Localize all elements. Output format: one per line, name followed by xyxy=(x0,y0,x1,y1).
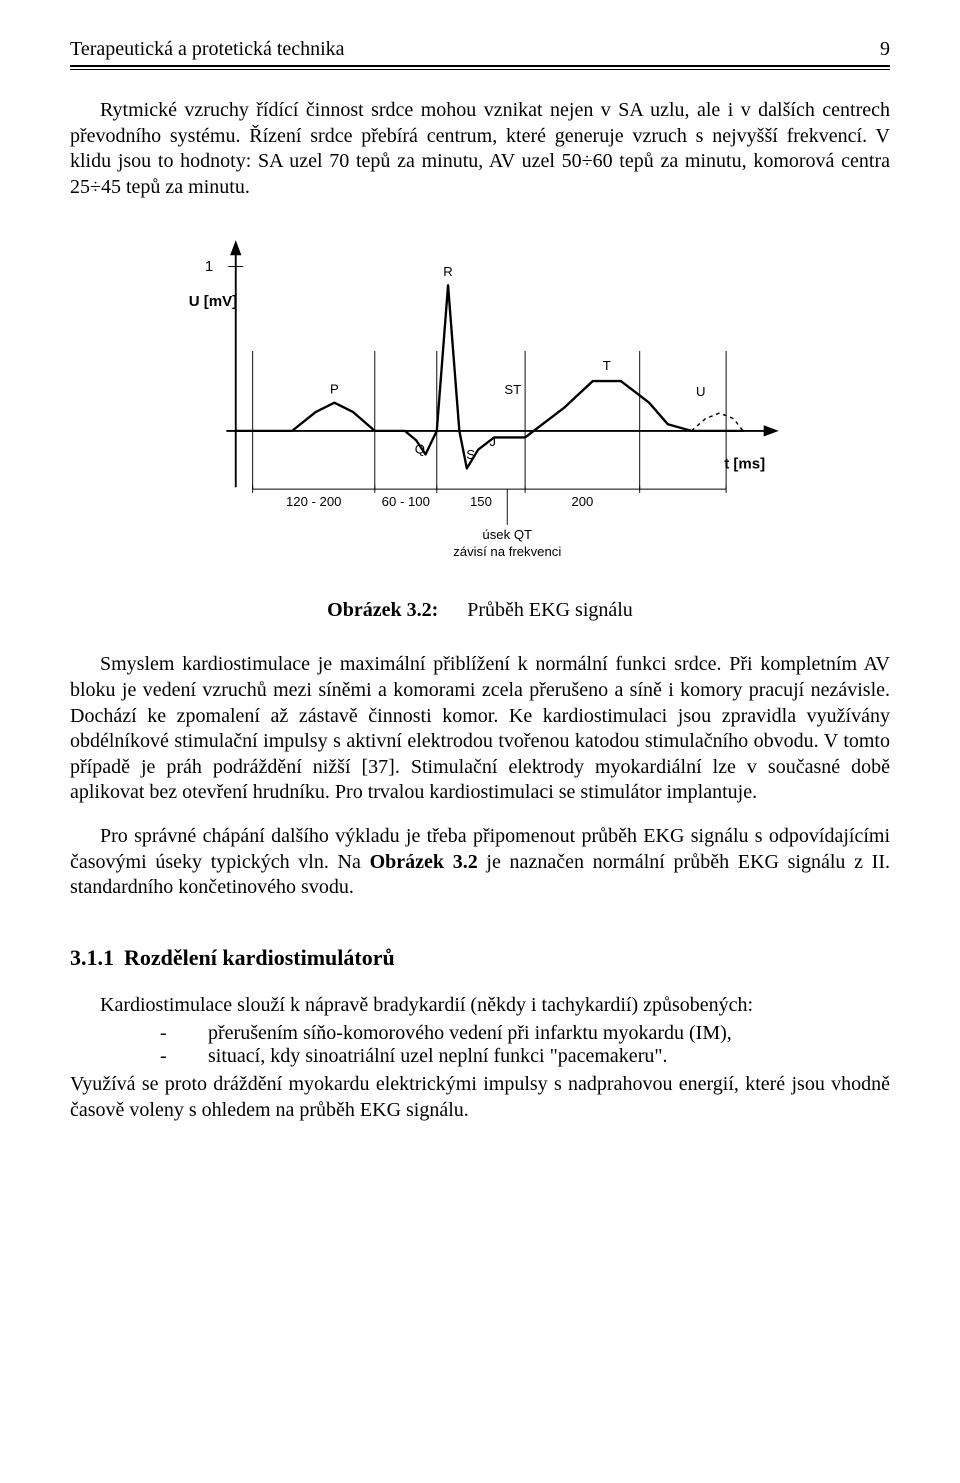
running-header: Terapeutická a protetická technika 9 xyxy=(70,38,890,61)
bullet-list: přerušením síňo-komorového vedení při in… xyxy=(70,1022,890,1068)
list-item: přerušením síňo-komorového vedení při in… xyxy=(160,1022,890,1045)
svg-text:T: T xyxy=(603,358,611,373)
paragraph-1: Rytmické vzruchy řídící činnost srdce mo… xyxy=(70,98,890,200)
figure-ecg: 1 U [mV] t [ms] 120 - 200 60 - 100 150 200 P R Q S… xyxy=(170,218,790,583)
figure-caption: Obrázek 3.2: Průběh EKG signálu xyxy=(70,599,890,622)
page-number: 9 xyxy=(880,38,890,61)
para3-ref-bold: Obrázek 3.2 xyxy=(370,851,478,873)
page: Terapeutická a protetická technika 9 Ryt… xyxy=(0,0,960,1483)
svg-text:150: 150 xyxy=(470,494,492,509)
svg-text:J: J xyxy=(489,434,496,449)
svg-text:t [ms]: t [ms] xyxy=(724,456,765,473)
svg-text:U [mV]: U [mV] xyxy=(189,293,237,310)
section-heading: 3.1.1 Rozdělení kardiostimulátorů xyxy=(70,945,890,971)
header-rule xyxy=(70,65,890,67)
header-rule-thin xyxy=(70,69,890,70)
svg-text:R: R xyxy=(443,264,453,279)
paragraph-2: Smyslem kardiostimulace je maximální při… xyxy=(70,652,890,806)
figure-caption-text: Průběh EKG signálu xyxy=(467,599,633,621)
svg-text:S: S xyxy=(466,447,475,462)
svg-text:úsek QT: úsek QT xyxy=(482,527,532,542)
section-number: 3.1.1 xyxy=(70,945,114,970)
header-title: Terapeutická a protetická technika xyxy=(70,38,345,61)
section-title: Rozdělení kardiostimulátorů xyxy=(124,945,395,970)
svg-text:200: 200 xyxy=(571,494,593,509)
figure-label: Obrázek 3.2: xyxy=(327,599,438,621)
svg-text:Q: Q xyxy=(415,442,425,457)
list-item: situací, kdy sinoatriální uzel neplní fu… xyxy=(160,1045,890,1068)
svg-text:P: P xyxy=(330,382,339,397)
paragraph-5: Využívá se proto dráždění myokardu elekt… xyxy=(70,1072,890,1123)
svg-text:1: 1 xyxy=(205,259,213,276)
svg-text:120 - 200: 120 - 200 xyxy=(286,494,342,509)
svg-text:závisí na frekvenci: závisí na frekvenci xyxy=(453,544,561,559)
svg-text:U: U xyxy=(696,384,706,399)
svg-text:ST: ST xyxy=(504,383,521,398)
paragraph-4: Kardiostimulace slouží k nápravě bradyka… xyxy=(70,993,890,1019)
ecg-chart-svg: 1 U [mV] t [ms] 120 - 200 60 - 100 150 200 P R Q S… xyxy=(170,218,790,578)
svg-text:60 - 100: 60 - 100 xyxy=(382,494,430,509)
paragraph-3: Pro správné chápání dalšího výkladu je t… xyxy=(70,824,890,901)
